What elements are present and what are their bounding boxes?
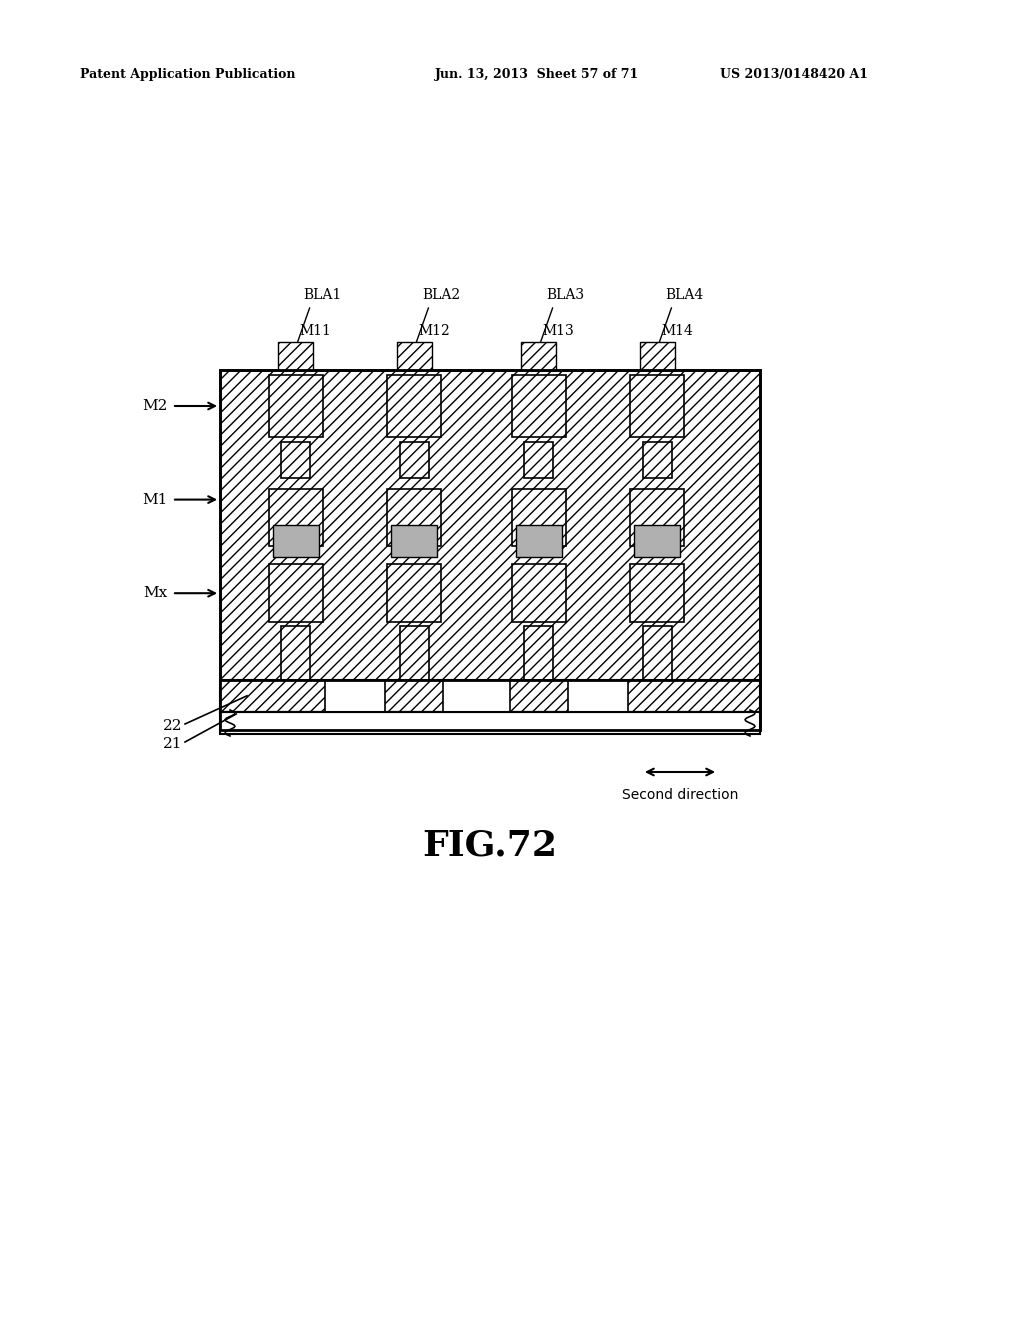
Bar: [220, 711, 760, 734]
Text: BLA2: BLA2: [422, 288, 461, 302]
Bar: [567, 681, 629, 711]
Text: Jun. 13, 2013  Sheet 57 of 71: Jun. 13, 2013 Sheet 57 of 71: [435, 69, 639, 81]
Text: M11: M11: [300, 323, 332, 338]
Bar: [635, 525, 680, 557]
Bar: [268, 565, 323, 622]
Text: Patent Application Publication: Patent Application Publication: [80, 69, 296, 81]
Text: Second direction: Second direction: [622, 788, 738, 803]
Bar: [512, 488, 565, 546]
Bar: [387, 565, 441, 622]
Text: FIG.72: FIG.72: [423, 829, 557, 863]
Text: 22: 22: [163, 719, 182, 733]
Text: BLA3: BLA3: [547, 288, 585, 302]
Bar: [512, 375, 565, 437]
Bar: [220, 370, 760, 730]
Bar: [640, 342, 675, 370]
Bar: [387, 375, 441, 437]
Bar: [268, 375, 323, 437]
Text: 21: 21: [163, 737, 182, 751]
Text: Mx: Mx: [143, 586, 168, 601]
Text: M1: M1: [142, 492, 168, 507]
Bar: [399, 626, 429, 680]
Bar: [443, 681, 510, 711]
Bar: [387, 488, 441, 546]
Bar: [281, 626, 310, 680]
Bar: [220, 680, 760, 711]
Bar: [642, 626, 672, 680]
Bar: [220, 370, 760, 730]
Bar: [516, 525, 561, 557]
Text: M14: M14: [662, 323, 693, 338]
Bar: [631, 488, 684, 546]
Text: M12: M12: [419, 323, 451, 338]
Bar: [281, 442, 310, 478]
Text: M13: M13: [543, 323, 574, 338]
Bar: [272, 525, 318, 557]
Bar: [631, 565, 684, 622]
Bar: [391, 525, 437, 557]
Text: BLA1: BLA1: [303, 288, 342, 302]
Bar: [325, 681, 385, 711]
Text: M2: M2: [142, 399, 168, 413]
Bar: [523, 626, 553, 680]
Bar: [278, 342, 313, 370]
Bar: [631, 375, 684, 437]
Text: US 2013/0148420 A1: US 2013/0148420 A1: [720, 69, 868, 81]
Bar: [642, 442, 672, 478]
Bar: [396, 342, 432, 370]
Bar: [399, 442, 429, 478]
Text: BLA4: BLA4: [666, 288, 703, 302]
Bar: [512, 565, 565, 622]
Bar: [521, 342, 556, 370]
Bar: [268, 488, 323, 546]
Bar: [523, 442, 553, 478]
